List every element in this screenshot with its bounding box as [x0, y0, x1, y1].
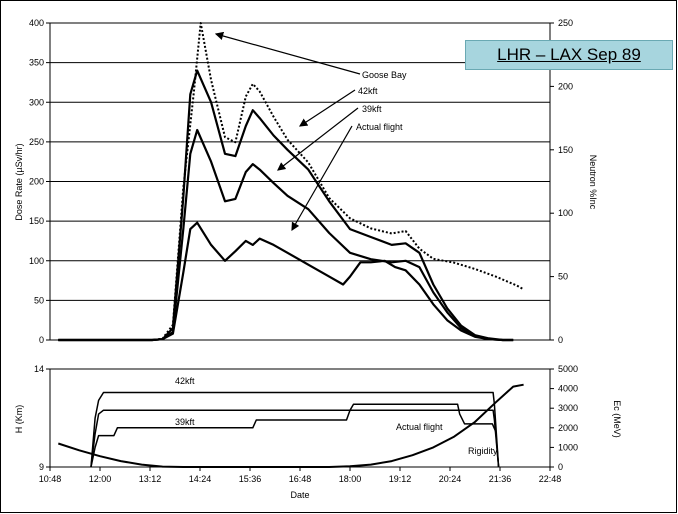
bottom-annotation-rigidity: Rigidity: [468, 446, 498, 456]
bottom-y2-tick-label: 2000: [558, 423, 578, 433]
series-actual-flight: [58, 221, 514, 342]
x-tick-label: 21:36: [489, 474, 512, 484]
top-y-axis-label: Dose Rate (µSv/hr): [14, 143, 24, 220]
x-tick-label: 20:24: [439, 474, 462, 484]
bottom-annotation-39kft: 39kft: [175, 417, 195, 427]
annotation-arrow: [298, 89, 356, 127]
bottom-y2-tick-label: 3000: [558, 403, 578, 413]
bottom-axes: 9 14 0 1000 2000 3000 4000 5000 10:48 12:00 13:12 1…: [34, 364, 578, 484]
top-y2-axis-label: Neutron %Inc: [588, 155, 598, 210]
bottom-series-39kft: [90, 409, 500, 468]
bottom-y2-tick-label: 4000: [558, 384, 578, 394]
bottom-y2-tick-label: 5000: [558, 364, 578, 374]
y-tick-label: 250: [29, 137, 44, 147]
y-tick-label: 400: [29, 18, 44, 28]
bottom-series: [57, 383, 524, 468]
annotation-arrows: [214, 31, 361, 232]
bottom-y-tick-label: 14: [34, 364, 44, 374]
bottom-y2-tick-label: 0: [558, 462, 563, 472]
annotation-goose-bay: Goose Bay: [362, 70, 407, 80]
bottom-annotation-actual-flight: Actual flight: [396, 422, 443, 432]
annotation-actual-flight: Actual flight: [356, 122, 403, 132]
x-tick-label: 14:24: [189, 474, 212, 484]
bottom-series-actual-flight: [90, 403, 500, 468]
top-gridlines: [50, 62, 550, 301]
chart-title: LHR – LAX Sep 89: [465, 40, 673, 70]
x-tick-label: 10:48: [39, 474, 62, 484]
annotation-42kft: 42kft: [358, 86, 378, 96]
x-tick-label: 18:00: [339, 474, 362, 484]
x-tick-label: 13:12: [139, 474, 162, 484]
y2-tick-label: 200: [558, 81, 573, 91]
y2-tick-label: 250: [558, 18, 573, 28]
y-tick-label: 200: [29, 177, 44, 187]
x-tick-label: 15:36: [239, 474, 262, 484]
y2-tick-label: 0: [558, 335, 563, 345]
annotation-arrow: [214, 31, 361, 75]
x-tick-label: 19:12: [389, 474, 412, 484]
bottom-y2-axis-label: Ec (MeV): [612, 400, 622, 438]
x-tick-label: 12:00: [89, 474, 112, 484]
y2-tick-label: 50: [558, 272, 568, 282]
y-tick-label: 150: [29, 216, 44, 226]
top-series: [58, 22, 525, 342]
x-tick-label: 22:48: [539, 474, 562, 484]
bottom-y-axis-label: H (Km): [14, 405, 24, 434]
series-42kft: [58, 69, 514, 342]
bottom-y-tick-label: 9: [39, 462, 44, 472]
bottom-annotation-42kft: 42kft: [175, 376, 195, 386]
top-axes: 0 50 100 150 200 250 300 350 400 0 50 100 150 200 250: [29, 18, 573, 345]
y-tick-label: 300: [29, 97, 44, 107]
annotation-arrow: [277, 107, 359, 171]
annotation-39kft: 39kft: [362, 104, 382, 114]
y-tick-label: 0: [39, 335, 44, 345]
y-tick-label: 50: [34, 295, 44, 305]
series-39kft: [58, 128, 514, 342]
bottom-series-rigidity: [57, 383, 524, 468]
y-tick-label: 350: [29, 58, 44, 68]
y2-tick-label: 150: [558, 145, 573, 155]
annotation-arrow: [291, 125, 353, 232]
x-axis-label: Date: [290, 490, 309, 500]
x-tick-label: 16:48: [289, 474, 312, 484]
y-tick-label: 100: [29, 256, 44, 266]
bottom-y2-tick-label: 1000: [558, 442, 578, 452]
y2-tick-label: 100: [558, 208, 573, 218]
